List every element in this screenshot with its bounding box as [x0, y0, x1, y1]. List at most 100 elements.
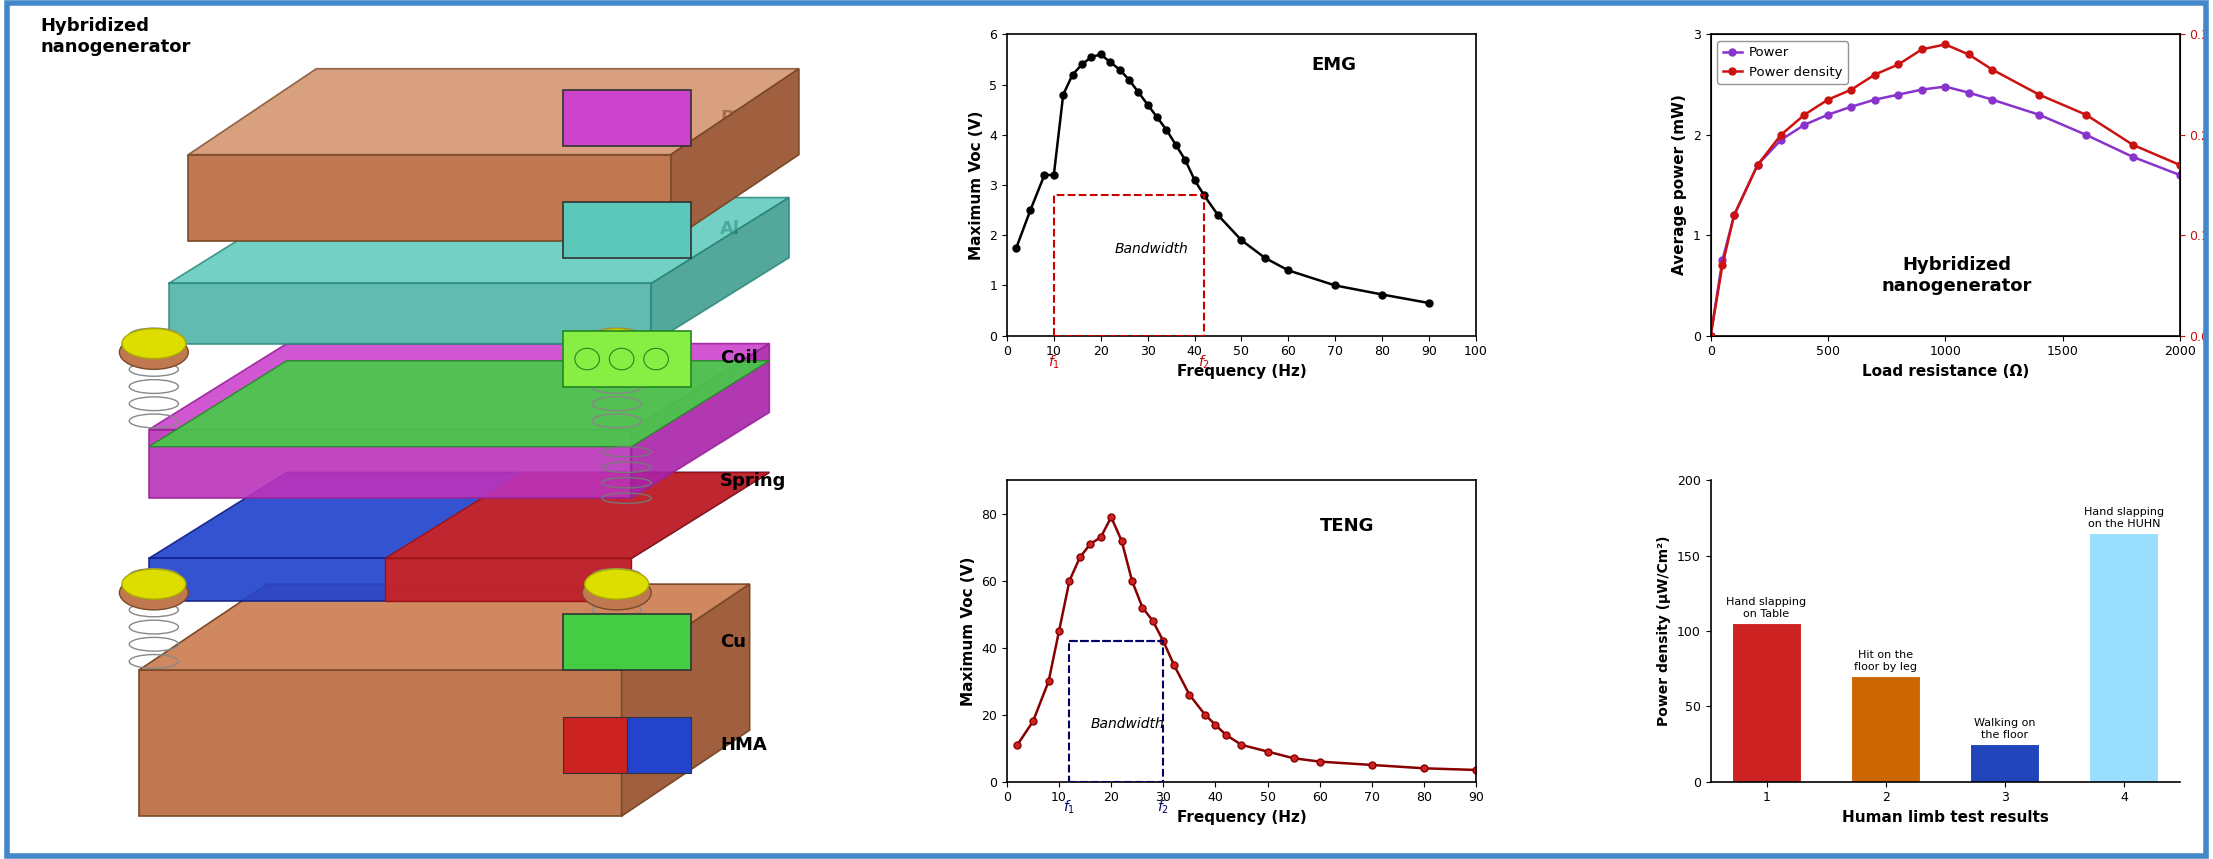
- Power: [2120, 152, 2147, 162]
- Ellipse shape: [582, 576, 651, 610]
- Text: Hybridized
nanogenerator: Hybridized nanogenerator: [40, 17, 190, 56]
- Polygon shape: [622, 584, 750, 816]
- X-axis label: Frequency (Hz): Frequency (Hz): [1177, 364, 1306, 379]
- Power density: [2025, 89, 2051, 100]
- Power density: [1956, 49, 1983, 59]
- Power density: [1885, 59, 1912, 70]
- Text: HMA: HMA: [719, 736, 768, 753]
- Power: [2167, 170, 2193, 180]
- Polygon shape: [188, 155, 671, 241]
- Polygon shape: [385, 558, 631, 601]
- Polygon shape: [651, 198, 790, 344]
- Ellipse shape: [582, 335, 651, 369]
- Polygon shape: [631, 344, 770, 498]
- Bar: [2089, 533, 2158, 782]
- Ellipse shape: [120, 576, 188, 610]
- Power density: [1815, 94, 1841, 105]
- Text: PTFE: PTFE: [719, 109, 770, 126]
- Power density: [1861, 70, 1888, 80]
- Power density: [1708, 260, 1735, 271]
- Text: Hand slapping
on the HUHN: Hand slapping on the HUHN: [2085, 507, 2164, 528]
- Text: Hit on the
floor by leg: Hit on the floor by leg: [1854, 650, 1916, 672]
- X-axis label: Frequency (Hz): Frequency (Hz): [1177, 810, 1306, 825]
- Power: [1932, 82, 1959, 92]
- Ellipse shape: [120, 335, 188, 369]
- Text: $f_1$: $f_1$: [1047, 354, 1060, 371]
- Polygon shape: [671, 69, 799, 241]
- Line: Power density: Power density: [1706, 41, 2184, 339]
- Y-axis label: Power density (μW/Cm²): Power density (μW/Cm²): [1658, 536, 1671, 726]
- Text: Coil: Coil: [719, 350, 757, 367]
- Power: [1722, 210, 1748, 220]
- Power: [1790, 119, 1817, 130]
- Y-axis label: Average power (mW): Average power (mW): [1673, 94, 1686, 276]
- Text: TENG: TENG: [1319, 516, 1374, 534]
- Text: Bandwidth: Bandwidth: [1091, 717, 1164, 731]
- Power density: [1839, 84, 1866, 94]
- Power density: [2167, 160, 2193, 170]
- Text: Bandwidth: Bandwidth: [1115, 242, 1188, 256]
- Polygon shape: [139, 584, 750, 670]
- Power density: [1932, 40, 1959, 50]
- FancyBboxPatch shape: [562, 717, 626, 773]
- Bar: [1850, 676, 1921, 782]
- Power: [1744, 160, 1770, 170]
- Power density: [2074, 110, 2100, 120]
- Text: Hand slapping
on Table: Hand slapping on Table: [1726, 597, 1806, 619]
- Power: [1815, 110, 1841, 120]
- Power: [1708, 255, 1735, 265]
- Text: Spring: Spring: [719, 472, 786, 490]
- Legend: Power, Power density: Power, Power density: [1717, 41, 1848, 84]
- Text: $f_2$: $f_2$: [1157, 799, 1168, 816]
- Polygon shape: [148, 430, 631, 498]
- Text: Hybridized
nanogenerator: Hybridized nanogenerator: [1881, 256, 2032, 295]
- X-axis label: Load resistance (Ω): Load resistance (Ω): [1861, 364, 2029, 379]
- Power density: [1722, 210, 1748, 220]
- Text: Walking on
the floor: Walking on the floor: [1974, 718, 2036, 740]
- Power: [1978, 94, 2005, 105]
- Polygon shape: [139, 670, 622, 816]
- Polygon shape: [188, 69, 799, 155]
- Polygon shape: [148, 558, 631, 601]
- Text: $f_2$: $f_2$: [1197, 354, 1211, 371]
- Ellipse shape: [122, 329, 186, 359]
- Polygon shape: [385, 472, 770, 558]
- Y-axis label: Maximum Voc (V): Maximum Voc (V): [969, 110, 983, 259]
- Polygon shape: [168, 283, 651, 344]
- Bar: [1970, 744, 2040, 782]
- Bar: [1053, 195, 1204, 336]
- Text: $f_1$: $f_1$: [1064, 799, 1076, 816]
- Power density: [1908, 45, 1934, 55]
- Ellipse shape: [122, 569, 186, 600]
- Power density: [1744, 160, 1770, 170]
- Bar: [1733, 624, 1801, 782]
- Text: Al: Al: [719, 221, 739, 238]
- Power: [1885, 89, 1912, 100]
- Power density: [1768, 130, 1795, 140]
- FancyBboxPatch shape: [562, 614, 690, 670]
- Polygon shape: [148, 344, 770, 430]
- Power: [1768, 135, 1795, 145]
- Line: Power: Power: [1706, 83, 2184, 339]
- Polygon shape: [168, 198, 790, 283]
- Power density: [1697, 331, 1724, 341]
- Polygon shape: [148, 361, 770, 447]
- Ellipse shape: [584, 329, 648, 359]
- Power density: [1790, 110, 1817, 120]
- Power: [1839, 101, 1866, 112]
- Power density: [2120, 140, 2147, 150]
- Power: [1908, 84, 1934, 94]
- FancyBboxPatch shape: [562, 331, 690, 387]
- Text: EMG: EMG: [1312, 56, 1357, 74]
- Ellipse shape: [584, 569, 648, 600]
- FancyBboxPatch shape: [562, 202, 690, 258]
- Power: [1956, 88, 1983, 98]
- Power: [1697, 331, 1724, 341]
- Power: [2025, 110, 2051, 120]
- Text: Cu: Cu: [719, 633, 746, 650]
- Power: [2074, 130, 2100, 140]
- FancyBboxPatch shape: [562, 90, 690, 146]
- Power density: [1978, 64, 2005, 75]
- X-axis label: Human limb test results: Human limb test results: [1841, 810, 2049, 825]
- Power: [1861, 94, 1888, 105]
